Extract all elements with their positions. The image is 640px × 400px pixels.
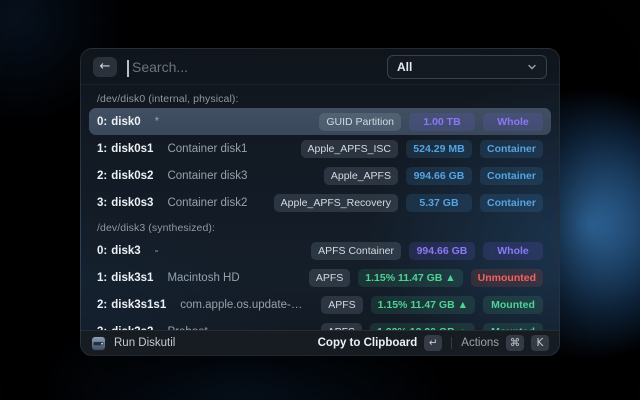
disk-type-badge: GUID Partition [319,112,401,131]
badge-group: APFS 1.15% 11.47 GB ▲ Unmounted [308,268,543,287]
disk-id: disk3 [111,244,141,257]
k-key-icon: K [531,335,549,351]
badge-group: APFS 1.15% 11.47 GB ▲ Mounted [321,295,543,314]
disk-index: 3: [97,196,108,209]
disk-size-badge: 994.66 GB [409,241,475,260]
back-arrow-icon: ← [99,58,111,74]
disk-index: 1: [97,271,108,284]
disk-size-badge: 1.15% 11.47 GB ▲ [370,295,475,314]
disk-index: 0: [97,115,108,128]
disk-name: com.apple.os.update-… [180,298,303,311]
disk-name: Container disk3 [167,169,248,182]
disk-section: /dev/disk0 (internal, physical): 0: disk… [89,87,551,216]
back-button[interactable]: ← [93,56,117,77]
section-rows: 0: disk0 * GUID Partition 1.00 TB Whole … [89,108,551,216]
disk-size-badge: 524.29 MB [405,139,472,158]
disk-index: 2: [97,298,108,311]
search-input[interactable] [127,58,377,75]
search-bar: ← All [81,49,559,85]
disk-type-badge: APFS Container [311,241,401,260]
disk-type-badge: APFS [308,268,351,287]
disk-size-badge: 5.37 GB [405,193,472,212]
badge-group: Apple_APFS 994.66 GB Container [323,166,543,185]
return-key-icon: ↵ [424,335,443,351]
disk-name: Macintosh HD [167,271,240,284]
disk-type-badge: Apple_APFS_Recovery [273,193,398,212]
disk-size-badge: 1.15% 11.47 GB ▲ [358,268,463,287]
disk-status-badge: Mounted [483,295,543,314]
disk-type-badge: APFS [321,295,363,314]
actions-button[interactable]: Actions [461,337,499,349]
disk-size-badge: 994.66 GB [405,166,472,185]
diskutil-app-icon [91,335,106,351]
chevron-down-icon [528,64,536,69]
disk-id: disk3s1s1 [111,298,167,311]
text-caret [127,59,129,77]
disk-status-badge: Unmounted [470,268,543,287]
action-bar: Run Diskutil Copy to Clipboard ↵ Actions… [81,330,559,355]
disk-id: disk0 [111,115,141,128]
badge-group: Apple_APFS_ISC 524.29 MB Container [300,139,543,158]
disk-row[interactable]: 2: disk0s2 Container disk3 Apple_APFS 99… [89,162,551,189]
disk-list: /dev/disk0 (internal, physical): 0: disk… [81,85,559,341]
disk-status-badge: Container [479,139,543,158]
disk-type-badge: Apple_APFS_ISC [300,139,398,158]
disk-index: 2: [97,169,108,182]
section-header: /dev/disk0 (internal, physical): [97,93,239,105]
section-rows: 0: disk3 - APFS Container 994.66 GB Whol… [89,237,551,345]
disk-size-badge: 1.00 TB [409,112,475,131]
footer-divider [451,337,453,349]
badge-group: GUID Partition 1.00 TB Whole [319,112,543,131]
disk-name: Container disk1 [167,142,248,155]
disk-id: disk0s1 [111,142,154,155]
disk-row[interactable]: 0: disk0 * GUID Partition 1.00 TB Whole [89,108,551,135]
disk-row[interactable]: 3: disk0s3 Container disk2 Apple_APFS_Re… [89,189,551,216]
disk-status-badge: Whole [483,112,543,131]
disk-status-badge: Whole [483,241,543,260]
disk-row[interactable]: 0: disk3 - APFS Container 994.66 GB Whol… [89,237,551,264]
disk-name: * [154,115,160,128]
filter-dropdown[interactable]: All [387,54,547,79]
badge-group: APFS Container 994.66 GB Whole [311,241,543,260]
disk-type-badge: Apple_APFS [323,166,398,185]
disk-row[interactable]: 2: disk3s1s1 com.apple.os.update-… APFS … [89,291,551,318]
copy-to-clipboard-button[interactable]: Copy to Clipboard [317,337,418,349]
section-header: /dev/disk3 (synthesized): [97,222,216,234]
disk-index: 1: [97,142,108,155]
app-label: Run Diskutil [114,337,176,349]
command-key-icon: ⌘ [506,335,524,351]
filter-value: All [397,59,413,74]
disk-name: - [154,244,159,257]
disk-id: disk0s3 [111,196,154,209]
disk-row[interactable]: 1: disk3s1 Macintosh HD APFS 1.15% 11.47… [89,264,551,291]
disk-id: disk0s2 [111,169,154,182]
disk-row[interactable]: 1: disk0s1 Container disk1 Apple_APFS_IS… [89,135,551,162]
disk-status-badge: Container [479,166,543,185]
disk-section: /dev/disk3 (synthesized): 0: disk3 - APF… [89,216,551,345]
disk-name: Container disk2 [167,196,248,209]
launcher-window: ← All /dev/disk0 (internal, physical): 0… [80,48,560,356]
disk-status-badge: Container [479,193,543,212]
disk-index: 0: [97,244,108,257]
badge-group: Apple_APFS_Recovery 5.37 GB Container [273,193,543,212]
disk-id: disk3s1 [111,271,154,284]
